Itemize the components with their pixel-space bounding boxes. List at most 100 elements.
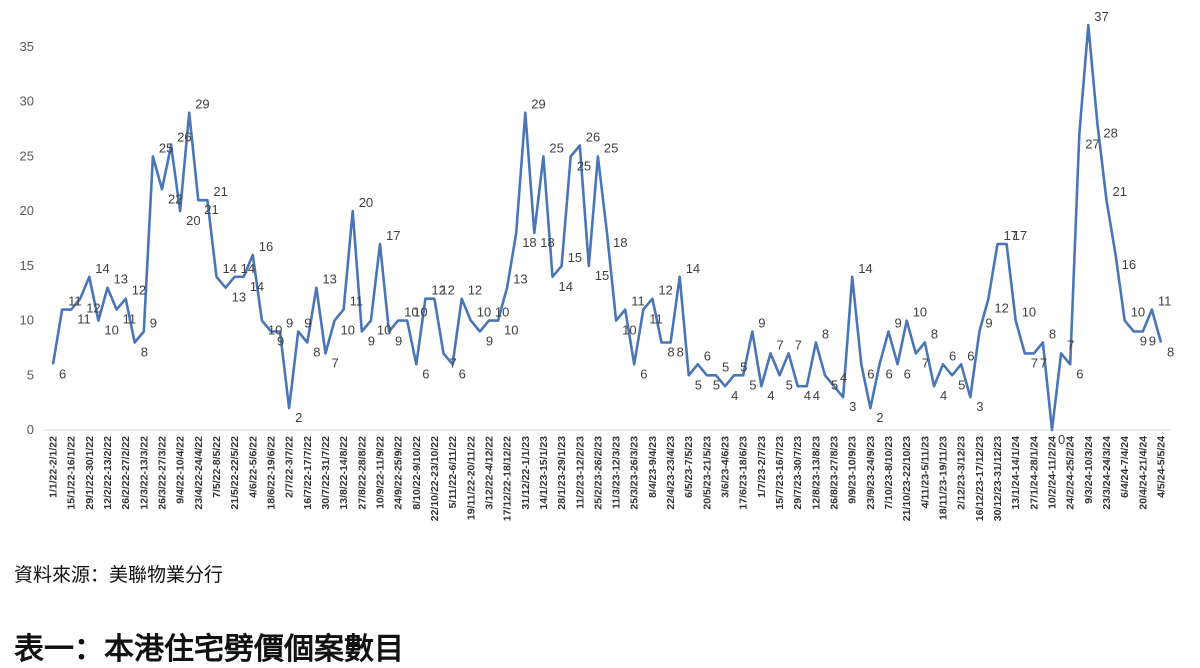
- x-tick-label: 17/12/22-18/12/22: [502, 436, 514, 521]
- x-tick-label: 27/8/22-28/8/22: [356, 436, 368, 510]
- data-label: 10: [495, 305, 509, 320]
- data-label: 21: [213, 184, 227, 199]
- y-tick-label: 20: [20, 203, 34, 218]
- data-label: 12: [431, 283, 445, 298]
- data-label: 8: [313, 345, 320, 360]
- data-label: 11: [68, 294, 82, 309]
- data-label: 14: [241, 261, 255, 276]
- x-tick-label: 2/7/22-3/7/22: [284, 436, 296, 498]
- data-label: 12: [86, 301, 100, 316]
- x-tick-label: 16/12/23-17/12/23: [974, 436, 986, 521]
- x-tick-label: 8/4/23-9/4/23: [647, 436, 659, 498]
- data-label: 27: [1085, 137, 1099, 152]
- data-label: 0: [1058, 432, 1065, 447]
- data-label: 5: [786, 377, 793, 392]
- y-tick-label: 35: [20, 39, 34, 54]
- data-label: 18: [540, 235, 554, 250]
- x-tick-label: 7/10/23-8/10/23: [883, 436, 895, 510]
- x-tick-label: 29/1/22-30/1/22: [84, 436, 96, 510]
- y-tick-label: 10: [20, 313, 34, 328]
- data-label: 25: [159, 140, 173, 155]
- x-axis-tick-labels: 1/1/22-2/1/22 15/1/22-16/1/22 29/1/22-30/1…: [48, 436, 1168, 521]
- data-label: 5: [740, 359, 747, 374]
- data-label: 6: [949, 348, 956, 363]
- x-tick-label: 20/5/23-21/5/23: [701, 436, 713, 510]
- x-tick-label: 13/8/22-14/8/22: [338, 436, 350, 510]
- series-line: [51, 23, 1163, 432]
- x-tick-label: 23/9/23-24/9/23: [865, 436, 877, 510]
- data-label: 4: [940, 388, 947, 403]
- data-label: 29: [195, 97, 209, 112]
- data-label: 14: [250, 279, 264, 294]
- x-tick-label: 25/2/23-26/2/23: [592, 436, 604, 510]
- x-tick-label: 9/9/23-10/9/23: [847, 436, 859, 504]
- data-label: 11: [77, 312, 91, 327]
- x-tick-label: 27/1/24-28/1/24: [1028, 436, 1040, 510]
- x-tick-label: 17/6/23-18/6/23: [738, 436, 750, 510]
- x-tick-label: 11/3/23-12/3/23: [611, 436, 623, 509]
- data-label: 6: [422, 366, 429, 381]
- data-label: 5: [695, 377, 702, 392]
- x-tick-label: 20/4/24-21/4/24: [1137, 436, 1149, 510]
- data-label: 8: [1049, 327, 1056, 342]
- x-tick-label: 6/5/23-7/5/23: [683, 436, 695, 498]
- data-label: 10: [268, 323, 282, 338]
- x-tick-label: 21/5/22-22/5/22: [229, 436, 241, 510]
- x-tick-label: 3/6/23-4/6/23: [720, 436, 732, 498]
- data-label: 6: [640, 366, 647, 381]
- x-tick-label: 12/8/23-13/8/23: [810, 436, 822, 510]
- data-label: 29: [531, 97, 545, 112]
- data-label: 12: [132, 283, 146, 298]
- x-tick-label: 26/8/23-27/8/23: [829, 436, 841, 510]
- data-label: 9: [486, 334, 493, 349]
- data-label: 5: [958, 377, 965, 392]
- data-label: 20: [359, 195, 373, 210]
- data-label: 7: [450, 355, 457, 370]
- data-label: 13: [232, 290, 246, 305]
- data-label: 9: [758, 316, 765, 331]
- data-label: 6: [886, 366, 893, 381]
- data-label: 2: [876, 410, 883, 425]
- data-label: 4: [840, 370, 847, 385]
- data-label: 10: [913, 305, 927, 320]
- x-tick-label: 4/11/23-5/11/23: [919, 436, 931, 509]
- data-label: 6: [1076, 366, 1083, 381]
- data-label: 15: [595, 268, 609, 283]
- data-label: 21: [1113, 184, 1127, 199]
- x-tick-label: 21/10/23-22/10/23: [901, 436, 913, 521]
- data-label: 9: [1149, 334, 1156, 349]
- data-label: 28: [1103, 126, 1117, 141]
- x-tick-label: 8/10/22-9/10/22: [411, 436, 423, 510]
- data-label: 8: [141, 345, 148, 360]
- x-tick-label: 30/12/23-31/12/23: [992, 436, 1004, 521]
- x-tick-label: 18/11/23-19/11/23: [938, 436, 950, 520]
- data-label: 10: [622, 323, 636, 338]
- data-label: 8: [822, 327, 829, 342]
- x-tick-label: 7/5/22-8/5/22: [211, 436, 223, 498]
- data-label: 16: [1122, 257, 1136, 272]
- x-tick-label: 12/2/22-13/2/22: [102, 436, 114, 510]
- x-tick-label: 13/1/24-14/1/24: [1010, 436, 1022, 510]
- y-tick-label: 0: [27, 422, 34, 437]
- y-tick-label: 25: [20, 148, 34, 163]
- x-tick-label: 22/4/23-23/4/23: [665, 436, 677, 510]
- x-tick-label: 24/9/22-25/9/22: [393, 436, 405, 510]
- data-label: 9: [304, 316, 311, 331]
- x-tick-label: 11/2/23-12/2/23: [574, 436, 586, 509]
- data-label: 11: [649, 312, 663, 327]
- data-label: 5: [713, 377, 720, 392]
- data-label: 5: [722, 359, 729, 374]
- data-label: 11: [350, 294, 364, 309]
- x-tick-label: 26/3/22-27/3/22: [157, 436, 169, 510]
- data-label: 4: [731, 388, 738, 403]
- data-label: 10: [404, 305, 418, 320]
- data-label: 26: [177, 130, 191, 145]
- x-tick-label: 9/3/24-10/3/24: [1083, 436, 1095, 504]
- x-tick-label: 4/6/22-5/6/22: [247, 436, 259, 498]
- x-tick-label: 5/11/22-6/11/22: [447, 436, 459, 509]
- data-label: 6: [704, 348, 711, 363]
- data-label: 13: [114, 272, 128, 287]
- x-tick-label: 15/7/23-16/7/23: [774, 436, 786, 510]
- x-tick-label: 9/4/22-10/4/22: [175, 436, 187, 504]
- data-label: 9: [395, 334, 402, 349]
